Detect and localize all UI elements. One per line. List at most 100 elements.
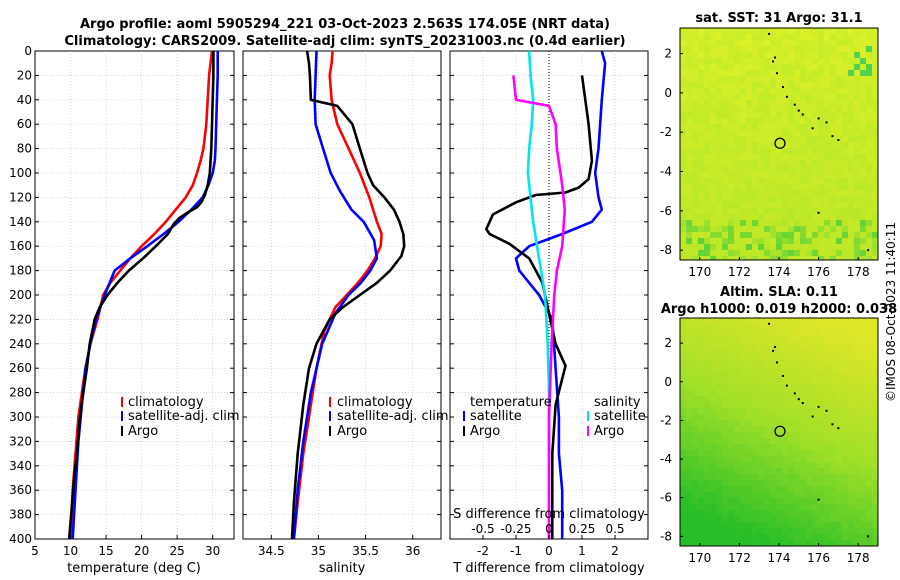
map-cell [800,486,807,493]
map-cell [824,160,831,167]
map-cell [830,498,837,505]
map-cell [716,100,723,107]
map-cell [692,142,699,149]
map-cell [734,372,741,379]
map-cell [830,402,837,409]
map-cell [752,348,759,355]
map-cell [752,64,759,71]
map-cell [806,498,813,505]
map-cell [860,184,867,191]
map-cell [866,450,873,457]
map-cell [794,100,801,107]
map-cell [698,456,705,463]
map-cell [680,510,687,517]
map-cell [794,238,801,245]
map-cell [788,402,795,409]
map-cell [740,118,747,125]
map-cell [752,88,759,95]
map-cell [686,40,693,47]
map-cell [818,34,825,41]
map-cell [740,130,747,137]
map-cell [836,444,843,451]
map-cell [830,408,837,415]
map-cell [704,378,711,385]
legend-swatch-satellite [121,411,123,421]
map-cell [806,528,813,535]
map-cell [698,46,705,53]
map-cell [782,124,789,131]
map-cell [734,40,741,47]
map-cell [782,372,789,379]
series-line-temperature-argo [484,75,594,539]
x-tick-label: 10 [63,544,78,558]
map-cell [680,480,687,487]
map-cell [848,480,855,487]
map-cell [710,88,717,95]
map-cell [776,184,783,191]
map-cell [824,444,831,451]
map-cell [842,250,849,257]
map-cell [824,118,831,125]
map-cell [866,534,873,541]
map-cell [710,360,717,367]
map-cell [770,46,777,53]
map-cell [770,214,777,221]
map-cell [830,154,837,161]
map-cell [740,154,747,161]
map-cell [698,76,705,83]
map-cell [782,438,789,445]
map-cell [788,136,795,143]
map-cell [782,46,789,53]
map-cell [848,148,855,155]
island-dot [801,113,804,116]
map-cell [770,330,777,337]
map-cell [806,402,813,409]
map-cell [704,184,711,191]
map-cell [728,160,735,167]
map-cell [692,178,699,185]
map-cell [770,378,777,385]
map-cell [842,468,849,475]
map-cell [872,342,878,349]
map-cell [722,46,729,53]
map-cell [848,504,855,511]
map-cell [842,318,849,325]
map-cell [800,456,807,463]
map-cell [830,396,837,403]
map-cell [716,444,723,451]
map-cell [872,462,878,469]
map-cell [716,238,723,245]
y-tick-label: -2 [660,125,672,139]
map-cell [698,184,705,191]
map-cell [776,214,783,221]
map-cell [842,112,849,119]
island-dot [793,103,796,106]
map-cell [836,474,843,481]
map-cell [854,112,861,119]
map-cell [758,480,765,487]
map-cell [800,420,807,427]
map-cell [836,184,843,191]
map-cell [734,226,741,233]
map-cell [794,202,801,209]
map-cell [788,106,795,113]
map-cell [722,360,729,367]
map-cell [812,426,819,433]
map-cell [872,118,878,125]
map-cell [788,64,795,71]
map-cell [824,166,831,173]
map-cell [818,70,825,77]
map-cell [734,58,741,65]
series-line-salinity-satellite [526,51,551,539]
map-cell [716,492,723,499]
map-cell [716,372,723,379]
map-cell [872,318,878,325]
x-tick-label: 35.5 [352,544,379,558]
map-cell [734,100,741,107]
map-cell [818,118,825,125]
difference-ticks: -2 -1 0 1 2 [450,50,648,558]
map-cell [842,378,849,385]
map-cell [860,172,867,179]
map-cell [794,40,801,47]
map-cell [764,324,771,331]
